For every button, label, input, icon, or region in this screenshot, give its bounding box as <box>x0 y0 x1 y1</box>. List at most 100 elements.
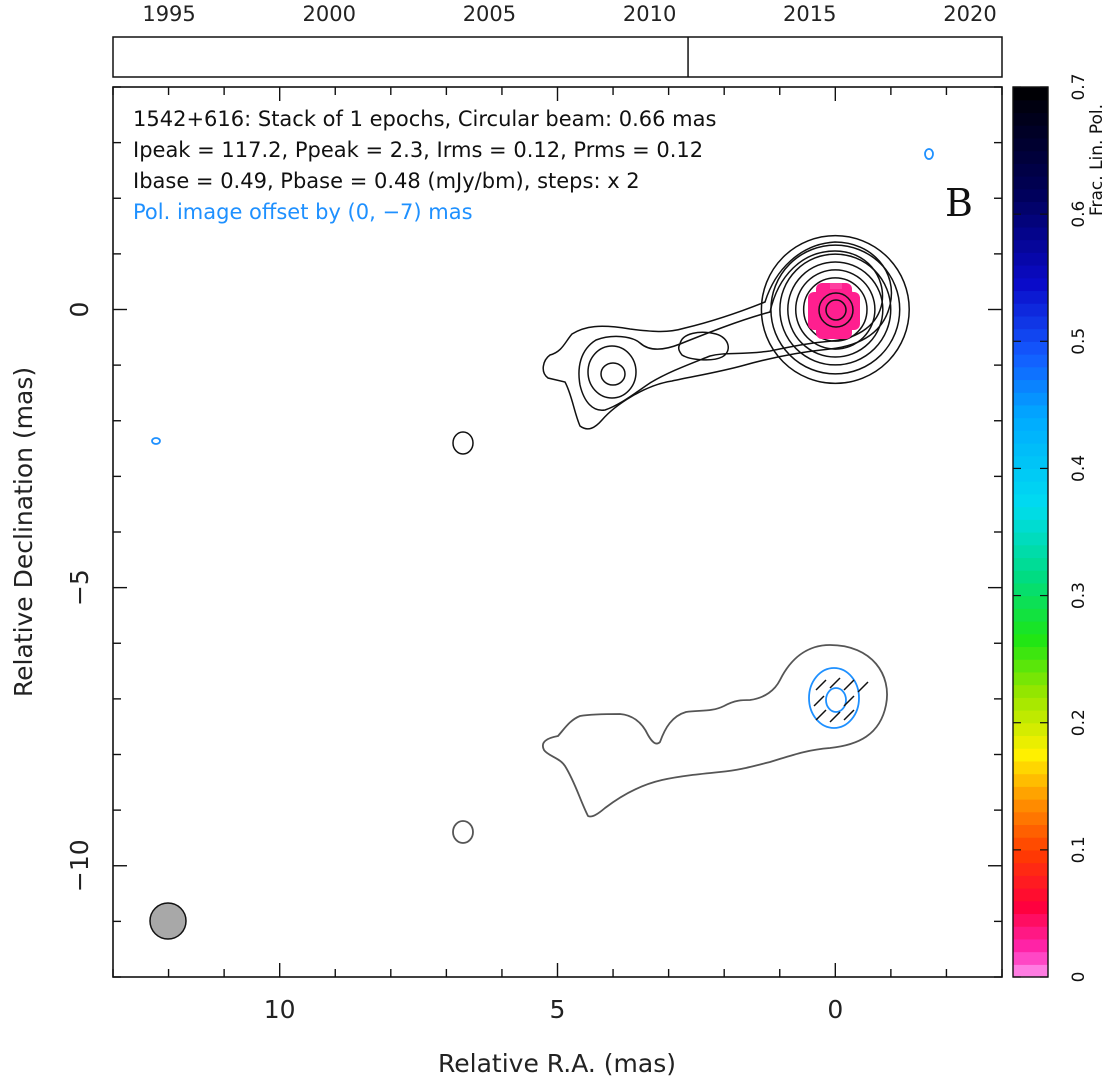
colorbar-step <box>1013 544 1048 559</box>
colorbar-step <box>1013 595 1048 609</box>
colorbar-step <box>1013 315 1048 330</box>
stokes-i-core-contour <box>802 277 868 342</box>
colorbar-step <box>1013 99 1048 114</box>
stokes-i-core-inner-contour-a <box>818 292 854 328</box>
colorbar-step <box>1013 811 1048 826</box>
y-tick-label: 0 <box>65 302 94 318</box>
colorbar-step <box>1013 862 1048 876</box>
timeline-year-label: 1995 <box>142 2 195 26</box>
colorbar-step <box>1013 137 1048 152</box>
timeline-box <box>112 36 1003 78</box>
colorbar-step <box>1013 150 1048 164</box>
colorbar-step <box>1013 443 1048 457</box>
colorbar-tick-label: 0.1 <box>1069 836 1089 863</box>
colorbar-step <box>1013 354 1048 368</box>
colorbar-step <box>1013 557 1048 571</box>
x-axis-label: Relative R.A. (mas) <box>438 1049 676 1078</box>
colorbar-step <box>1013 252 1048 266</box>
y-tick-label: −10 <box>65 839 94 892</box>
colorbar-step <box>1013 570 1048 584</box>
colorbar-step <box>1013 824 1048 838</box>
colorbar-step <box>1013 201 1048 215</box>
colorbar-step <box>1013 341 1048 355</box>
colorbar-step <box>1013 112 1048 126</box>
colorbar-step <box>1013 913 1048 927</box>
colorbar-step <box>1013 392 1048 406</box>
colorbar-step <box>1013 608 1048 622</box>
colorbar-step <box>1013 735 1048 749</box>
evpa-ticks <box>813 677 869 723</box>
map-panel: 10 5 0 0 −5 −10 <box>65 86 1003 1024</box>
x-tick-label: 10 <box>264 995 296 1024</box>
stokes-i-core-contour <box>787 261 884 358</box>
colorbar-step <box>1013 621 1048 635</box>
info-line-3: Ibase = 0.49, Pbase = 0.48 (mJy/bm), ste… <box>133 169 640 193</box>
colorbar-step <box>1013 265 1048 279</box>
colorbar-step <box>1013 799 1048 813</box>
stokes-i-isolated-blob <box>452 431 474 455</box>
colorbar-step <box>1013 493 1048 508</box>
timeline-year-label: 2010 <box>623 2 676 26</box>
stokes-i-knot-outer <box>587 345 637 399</box>
colorbar-step <box>1013 748 1048 762</box>
colorbar-step <box>1013 951 1048 965</box>
colorbar-step <box>1013 760 1048 775</box>
info-line-2: Ipeak = 117.2, Ppeak = 2.3, Irms = 0.12,… <box>133 138 703 162</box>
timeline-year-label: 2005 <box>463 2 516 26</box>
colorbar-step <box>1013 875 1048 889</box>
colorbar-step <box>1013 188 1048 203</box>
stokes-i-core-contour <box>779 253 892 366</box>
pol-isolated-blob <box>452 820 474 844</box>
pol-total-intensity-contour <box>542 644 888 818</box>
colorbar-step <box>1013 214 1048 228</box>
colorbar-step <box>1013 506 1048 520</box>
colorbar-step <box>1013 722 1048 737</box>
colorbar-step <box>1013 633 1048 648</box>
colorbar-step <box>1013 303 1048 317</box>
colorbar-step <box>1013 938 1048 953</box>
stokes-i-mid-blob <box>677 331 729 361</box>
colorbar-step <box>1013 786 1048 800</box>
colorbar-step <box>1013 87 1048 101</box>
timeline-year-label: 2015 <box>783 2 836 26</box>
colorbar-step <box>1013 277 1048 292</box>
axis-ticks <box>112 86 1003 978</box>
colorbar-step <box>1013 404 1048 419</box>
colorbar-step <box>1013 163 1048 177</box>
stokes-i-core-inner-contour-b <box>825 299 847 321</box>
colorbar-step <box>1013 379 1048 393</box>
colorbar-step <box>1013 176 1048 190</box>
colorbar-step <box>1013 964 1048 978</box>
timeline-year-label: 2020 <box>943 2 996 26</box>
stokes-i-core-contour <box>794 269 876 350</box>
beam-ellipse <box>149 902 187 940</box>
stokes-i-knot-inner <box>600 362 626 386</box>
colorbar-step <box>1013 226 1048 241</box>
pol-offset-note: Pol. image offset by (0, −7) mas <box>133 200 473 224</box>
pol-offset-image <box>452 644 888 844</box>
colorbar-step <box>1013 125 1048 139</box>
colorbar-step <box>1013 710 1048 724</box>
colorbar-step <box>1013 671 1048 686</box>
colorbar-tick-label: 0.6 <box>1069 201 1089 228</box>
colorbar-tick-label: 0.3 <box>1069 582 1089 609</box>
colorbar-tick-label: 0 <box>1069 972 1089 983</box>
colorbar-step <box>1013 888 1048 902</box>
colorbar-step <box>1013 900 1048 915</box>
info-line-1: 1542+616: Stack of 1 epochs, Circular be… <box>133 107 716 131</box>
colorbar-tick-label: 0.4 <box>1069 455 1089 482</box>
pol-small-feature-right <box>924 148 934 160</box>
colorbar-step <box>1013 532 1048 546</box>
stokes-i-jet-contour-2 <box>578 250 884 411</box>
colorbar-step <box>1013 659 1048 673</box>
colorbar-step <box>1013 519 1048 533</box>
colorbar-tick-label: 0.7 <box>1069 73 1089 100</box>
colorbar-step <box>1013 684 1048 698</box>
colorbar-step <box>1013 468 1048 482</box>
colorbar-step <box>1013 430 1048 444</box>
stokes-i-core-contour <box>770 244 901 375</box>
colorbar-step <box>1013 697 1048 711</box>
colorbar-step <box>1013 239 1048 253</box>
colorbar-step <box>1013 582 1048 597</box>
colorbar-step <box>1013 849 1048 864</box>
